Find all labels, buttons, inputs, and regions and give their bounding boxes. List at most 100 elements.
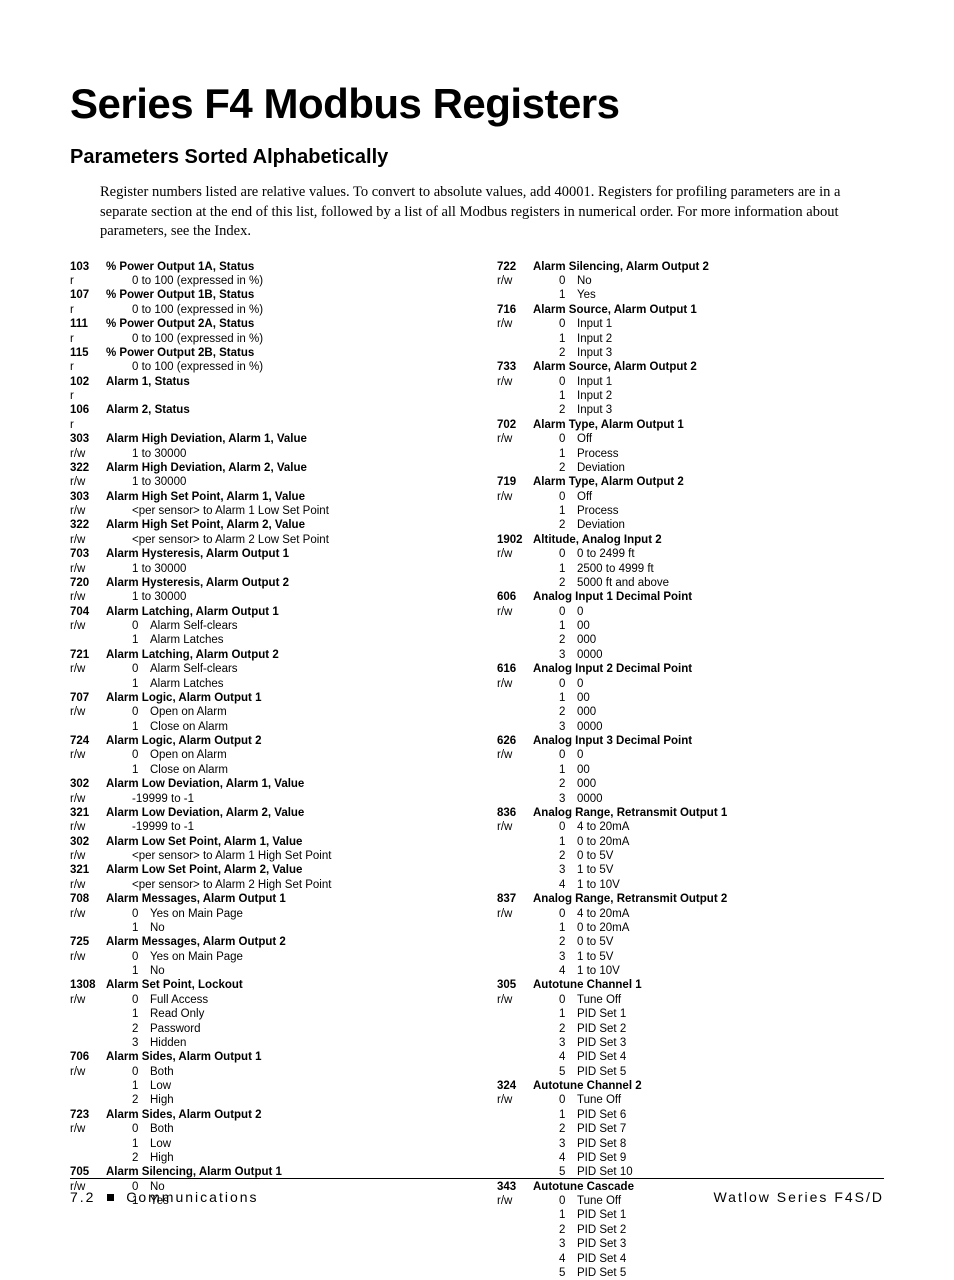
footer-rule: [70, 1178, 884, 1179]
option-row: 3Hidden: [106, 1036, 457, 1050]
parameter-name: % Power Output 2B, Status: [106, 346, 457, 360]
register-entry: 708r/wAlarm Messages, Alarm Output 10Yes…: [70, 892, 457, 935]
register-entry: 1308r/wAlarm Set Point, Lockout0Full Acc…: [70, 978, 457, 1050]
option-row: 1Process: [533, 504, 884, 518]
register-id-column: 322r/w: [70, 461, 106, 490]
option-value: 0 to 20mA: [577, 921, 884, 935]
option-value: 0 to 2499 ft: [577, 547, 884, 561]
register-columns: 103r% Power Output 1A, Status0 to 100 (e…: [70, 260, 884, 1280]
register-access: r/w: [70, 619, 106, 633]
register-content: Alarm Hysteresis, Alarm Output 11 to 300…: [106, 547, 457, 576]
option-row: 1Low: [106, 1079, 457, 1093]
register-entry: 322r/wAlarm High Deviation, Alarm 2, Val…: [70, 461, 457, 490]
register-access: r/w: [70, 1122, 106, 1136]
register-access: r/w: [70, 820, 106, 834]
register-content: Alarm Low Set Point, Alarm 1, Value<per …: [106, 835, 457, 864]
option-key: 1: [132, 921, 150, 935]
option-row: 1Input 2: [533, 332, 884, 346]
register-id-column: 321r/w: [70, 863, 106, 892]
register-entry: 616r/wAnalog Input 2 Decimal Point001002…: [497, 662, 884, 734]
option-value: Input 1: [577, 375, 884, 389]
option-key: 1: [559, 763, 577, 777]
register-access: r/w: [70, 562, 106, 576]
option-key: 0: [559, 605, 577, 619]
register-access: r: [70, 332, 106, 346]
register-number: 716: [497, 303, 533, 317]
option-value: Read Only: [150, 1007, 457, 1021]
register-number: 107: [70, 288, 106, 302]
parameter-name: Alarm Type, Alarm Output 1: [533, 418, 884, 432]
register-entry: 725r/wAlarm Messages, Alarm Output 20Yes…: [70, 935, 457, 978]
parameter-range: <per sensor> to Alarm 2 High Set Point: [106, 878, 457, 892]
option-key: 2: [559, 777, 577, 791]
option-key: 0: [559, 820, 577, 834]
option-key: 5: [559, 1266, 577, 1280]
option-row: 1Process: [533, 447, 884, 461]
register-content: Alarm Source, Alarm Output 20Input 11Inp…: [533, 360, 884, 418]
register-entry: 723r/wAlarm Sides, Alarm Output 20Both1L…: [70, 1108, 457, 1166]
register-entry: 722r/wAlarm Silencing, Alarm Output 20No…: [497, 260, 884, 303]
parameter-range: 1 to 30000: [106, 475, 457, 489]
option-key: 4: [559, 1151, 577, 1165]
parameter-options: 00100200030000: [533, 677, 884, 735]
register-id-column: 626r/w: [497, 734, 533, 806]
option-key: 3: [559, 648, 577, 662]
parameter-range: <per sensor> to Alarm 1 High Set Point: [106, 849, 457, 863]
parameter-options: 0Alarm Self-clears1Alarm Latches: [106, 619, 457, 648]
parameter-name: Altitude, Analog Input 2: [533, 533, 884, 547]
register-entry: 302r/wAlarm Low Set Point, Alarm 1, Valu…: [70, 835, 457, 864]
parameter-options: 0Open on Alarm1Close on Alarm: [106, 748, 457, 777]
register-content: Alarm Low Set Point, Alarm 2, Value<per …: [106, 863, 457, 892]
register-number: 606: [497, 590, 533, 604]
register-number: 719: [497, 475, 533, 489]
parameter-name: Alarm Hysteresis, Alarm Output 2: [106, 576, 457, 590]
register-entry: 606r/wAnalog Input 1 Decimal Point001002…: [497, 590, 884, 662]
register-content: Alarm Source, Alarm Output 10Input 11Inp…: [533, 303, 884, 361]
option-value: PID Set 2: [577, 1223, 884, 1237]
register-number: 1902: [497, 533, 533, 547]
register-entry: 706r/wAlarm Sides, Alarm Output 10Both1L…: [70, 1050, 457, 1108]
option-row: 1Close on Alarm: [106, 720, 457, 734]
parameter-range: 0 to 100 (expressed in %): [106, 332, 457, 346]
option-value: 000: [577, 633, 884, 647]
register-access: r/w: [497, 375, 533, 389]
option-row: 0Yes on Main Page: [106, 907, 457, 921]
option-row: 0Both: [106, 1122, 457, 1136]
option-value: PID Set 4: [577, 1050, 884, 1064]
register-content: Alarm High Deviation, Alarm 1, Value1 to…: [106, 432, 457, 461]
register-access: r/w: [497, 432, 533, 446]
register-entry: 707r/wAlarm Logic, Alarm Output 10Open o…: [70, 691, 457, 734]
option-key: 0: [132, 907, 150, 921]
option-value: Input 1: [577, 317, 884, 331]
register-id-column: 725r/w: [70, 935, 106, 978]
option-value: 0000: [577, 648, 884, 662]
option-value: Input 3: [577, 346, 884, 360]
register-id-column: 303r/w: [70, 490, 106, 519]
parameter-name: Alarm Messages, Alarm Output 2: [106, 935, 457, 949]
option-row: 1Low: [106, 1137, 457, 1151]
register-id-column: 302r/w: [70, 777, 106, 806]
register-number: 322: [70, 461, 106, 475]
register-entry: 721r/wAlarm Latching, Alarm Output 20Ala…: [70, 648, 457, 691]
option-value: PID Set 5: [577, 1266, 884, 1280]
option-row: 100: [533, 763, 884, 777]
option-row: 100: [533, 691, 884, 705]
register-id-column: 1902r/w: [497, 533, 533, 591]
option-key: 2: [132, 1093, 150, 1107]
option-value: No: [577, 274, 884, 288]
option-row: 0No: [533, 274, 884, 288]
register-access: r/w: [70, 907, 106, 921]
option-row: 2Password: [106, 1022, 457, 1036]
option-key: 2: [559, 518, 577, 532]
option-key: 0: [559, 547, 577, 561]
register-number: 702: [497, 418, 533, 432]
register-number: 616: [497, 662, 533, 676]
option-key: 0: [559, 677, 577, 691]
option-row: 2Deviation: [533, 461, 884, 475]
register-number: 115: [70, 346, 106, 360]
register-access: r/w: [497, 274, 533, 288]
option-key: 4: [559, 1050, 577, 1064]
register-entry: 305r/wAutotune Channel 10Tune Off1PID Se…: [497, 978, 884, 1079]
register-content: Alarm High Deviation, Alarm 2, Value1 to…: [106, 461, 457, 490]
page-footer: 7.2 Communications Watlow Series F4S/D: [70, 1189, 884, 1205]
